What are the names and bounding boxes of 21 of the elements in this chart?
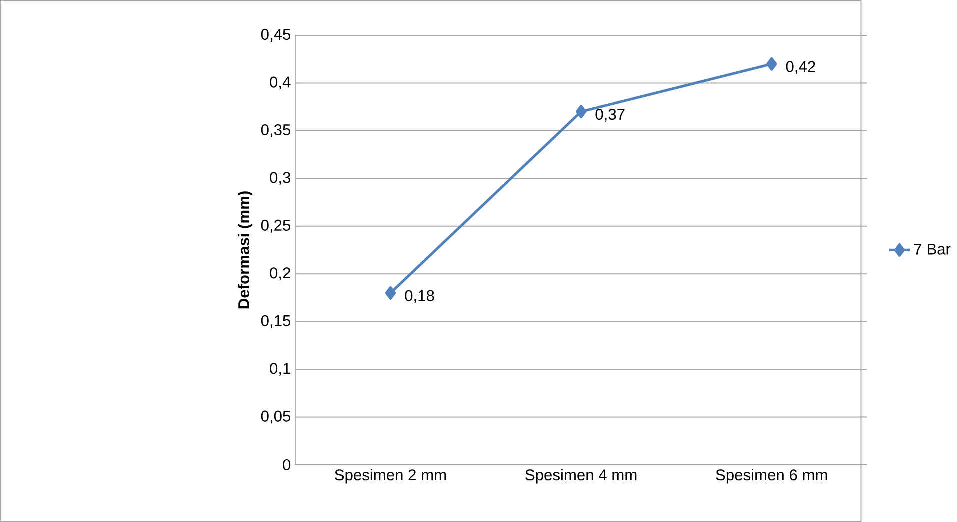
point xyxy=(766,57,778,71)
y-tick-label: 0,05 xyxy=(261,410,291,424)
y-axis-title: Deformasi (mm) xyxy=(238,192,253,308)
point xyxy=(385,286,396,300)
y-tick-label: 0,2 xyxy=(270,268,290,280)
y-tick-label: 0,4 xyxy=(270,76,291,90)
y-tick-label: 0 xyxy=(283,459,291,470)
x-tick-label: Spesimen 2 mm xyxy=(335,469,446,484)
data-label: 0,42 xyxy=(786,61,816,74)
x-tick-label: Spesimen 6 mm xyxy=(716,469,828,484)
y-tick-label: 0,1 xyxy=(270,362,290,376)
y-tick-label: 0,3 xyxy=(270,172,291,185)
data-label: 0,18 xyxy=(405,290,434,304)
point xyxy=(576,105,587,118)
y-tick-label: 0,15 xyxy=(261,315,291,328)
y-tick-label: 0,35 xyxy=(261,124,291,138)
y-tick-label: 0,45 xyxy=(261,28,291,42)
x-tick-label: Spesimen 4 mm xyxy=(526,469,637,484)
legend-label: 7 Bar xyxy=(914,244,951,255)
y-tick-label: 0,25 xyxy=(261,220,291,233)
data-label: 0,37 xyxy=(596,108,625,122)
